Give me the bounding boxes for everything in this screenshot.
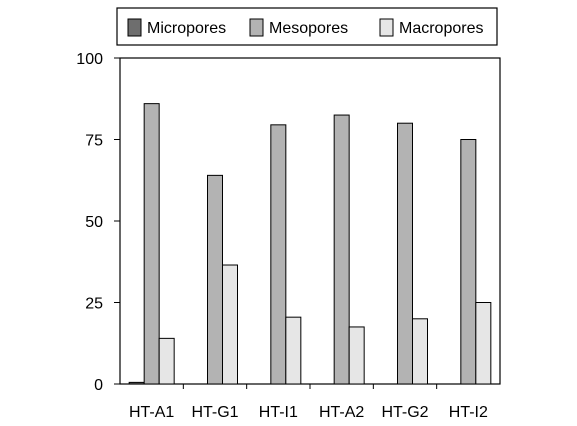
x-tick-label: HT-I2 — [449, 404, 488, 421]
x-tick-label: HT-G2 — [381, 404, 428, 421]
x-tick-label: HT-A2 — [319, 404, 364, 421]
bar-macropores-ht-a1 — [158, 337, 175, 385]
legend-swatch-mesopores — [249, 18, 264, 37]
bar-macropores-ht-i2 — [475, 302, 492, 385]
bar-mesopores-ht-i2 — [460, 139, 477, 385]
plot-frame — [119, 57, 501, 385]
bar-mesopores-ht-g2 — [397, 122, 413, 385]
y-tick-label: 25 — [85, 296, 103, 313]
x-tick-label: HT-A1 — [129, 404, 174, 421]
legend-box — [116, 7, 498, 46]
bar-micropores-ht-a1 — [128, 381, 145, 385]
bar-macropores-ht-a2 — [348, 326, 365, 385]
bar-mesopores-ht-i1 — [270, 124, 287, 385]
plot-area — [119, 57, 501, 385]
y-tick-label: 0 — [94, 377, 103, 394]
bar-mesopores-ht-a1 — [143, 103, 160, 385]
bar-macropores-ht-g1 — [222, 264, 238, 385]
legend-label-micropores: Micropores — [147, 20, 226, 37]
x-axis: HT-A1 HT-G1 HT-I1 HT-A2 HT-G2 HT-I2 — [129, 384, 488, 421]
bar-macropores-ht-i1 — [285, 316, 302, 385]
y-tick-label: 75 — [85, 133, 103, 150]
legend-swatch-macropores — [379, 18, 394, 37]
legend-swatch-micropores — [127, 18, 142, 37]
x-tick-label: HT-G1 — [191, 404, 238, 421]
legend-label-macropores: Macropores — [399, 20, 483, 37]
legend: Micropores Mesopores Macropores — [116, 7, 498, 46]
y-axis: 0 25 50 75 100 — [76, 51, 120, 394]
bar-mesopores-ht-a2 — [333, 114, 350, 385]
bar-macropores-ht-g2 — [412, 318, 428, 385]
y-tick-label: 50 — [85, 214, 103, 231]
legend-label-mesopores: Mesopores — [269, 20, 348, 37]
x-tick-label: HT-I1 — [259, 404, 298, 421]
bar-mesopores-ht-g1 — [207, 174, 223, 385]
y-tick-label: 100 — [76, 51, 103, 68]
